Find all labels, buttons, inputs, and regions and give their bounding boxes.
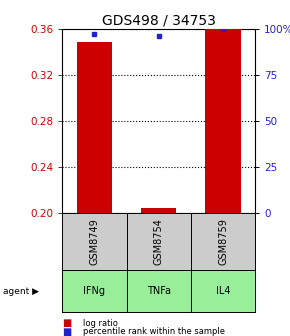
Title: GDS498 / 34753: GDS498 / 34753	[102, 13, 216, 28]
Text: GSM8749: GSM8749	[90, 218, 99, 265]
Text: agent ▶: agent ▶	[3, 287, 39, 296]
Bar	[77, 42, 112, 213]
Bar	[141, 208, 176, 213]
Text: percentile rank within the sample: percentile rank within the sample	[83, 328, 225, 336]
Text: TNFa: TNFa	[147, 287, 171, 296]
Text: ■: ■	[62, 318, 72, 328]
Bar	[205, 29, 241, 213]
Text: GSM8754: GSM8754	[154, 218, 164, 265]
Text: ■: ■	[62, 327, 72, 336]
Text: log ratio: log ratio	[83, 319, 117, 328]
Text: IFNg: IFNg	[84, 287, 106, 296]
Text: IL4: IL4	[216, 287, 230, 296]
Text: GSM8759: GSM8759	[218, 218, 228, 265]
